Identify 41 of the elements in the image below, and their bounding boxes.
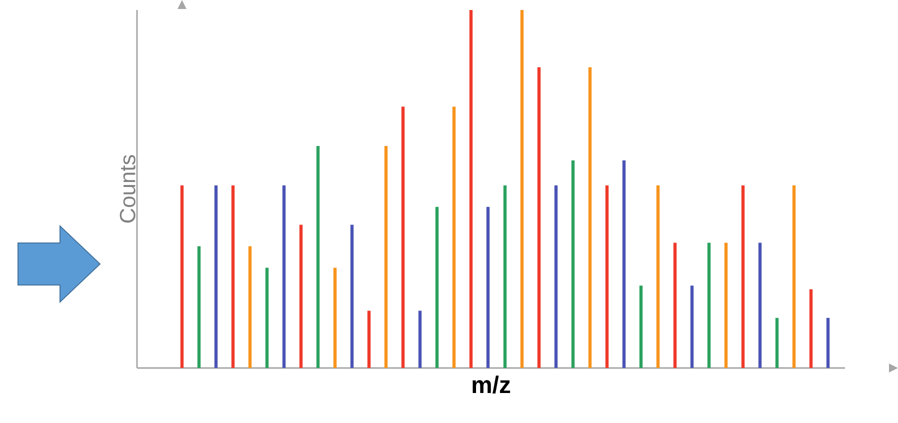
bar [673, 242, 677, 368]
bar [520, 10, 524, 368]
bar [197, 246, 201, 368]
bar [401, 106, 405, 368]
bar [452, 106, 456, 368]
bar [350, 224, 354, 368]
bar [741, 185, 745, 368]
bar [622, 160, 626, 368]
bar [282, 185, 286, 368]
x-axis-title: m/z [472, 376, 510, 394]
bar [418, 310, 422, 368]
bar [826, 318, 830, 368]
bar [486, 206, 490, 368]
bar [231, 185, 235, 368]
bar [656, 185, 660, 368]
bar [792, 185, 796, 368]
bar [571, 160, 575, 368]
bar [316, 146, 320, 368]
bar [435, 206, 439, 368]
bar [775, 318, 779, 368]
bar [639, 286, 643, 368]
bar [537, 67, 541, 368]
bar [248, 246, 252, 368]
bar [367, 310, 371, 368]
bar [180, 185, 184, 368]
bar [724, 242, 728, 368]
bar [707, 242, 711, 368]
bar [758, 242, 762, 368]
bar [265, 268, 269, 368]
bar [554, 185, 558, 368]
bar [503, 185, 507, 368]
bar [690, 286, 694, 368]
bar [469, 10, 473, 368]
bar [299, 224, 303, 368]
bar [384, 146, 388, 368]
bar [605, 185, 609, 368]
y-axis-title: Counts [120, 155, 136, 223]
bar [809, 289, 813, 368]
bar [214, 185, 218, 368]
bar [333, 268, 337, 368]
bar [588, 67, 592, 368]
